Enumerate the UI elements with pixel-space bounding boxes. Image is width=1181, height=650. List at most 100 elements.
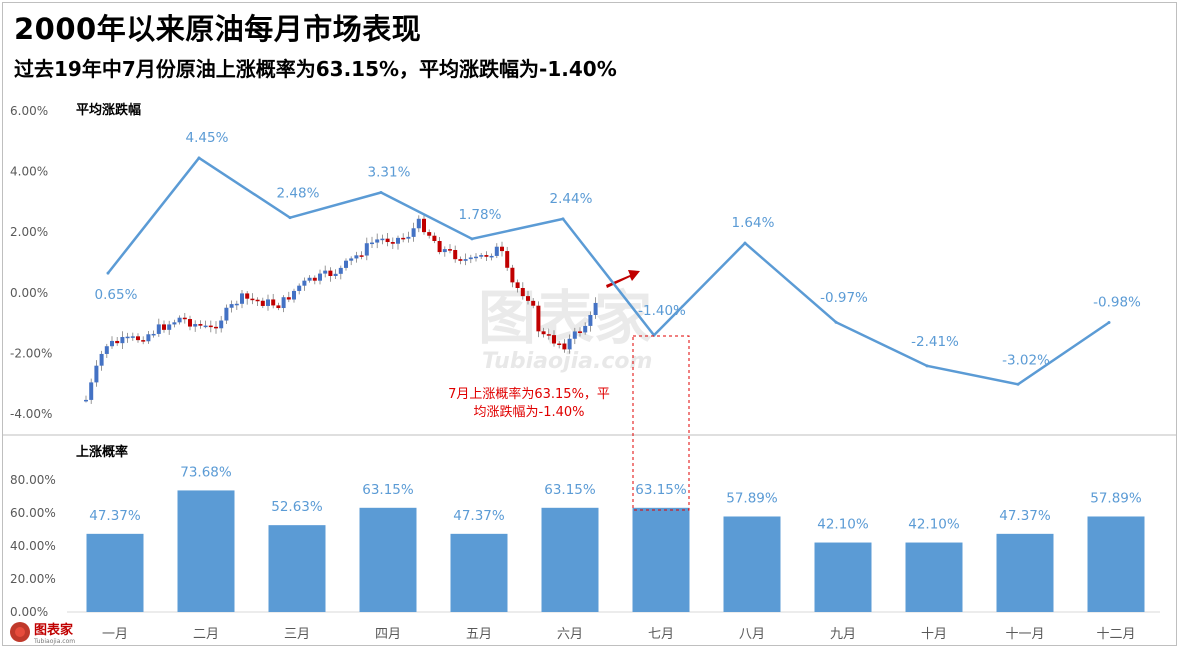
candle-body [120, 337, 125, 344]
y-tick-label: 40.00% [10, 539, 56, 553]
avg-change-label: 1.64% [732, 215, 775, 231]
page-title: 2000年以来原油每月市场表现 [14, 12, 422, 46]
candle-body [448, 249, 452, 251]
candle-body [250, 298, 255, 301]
candle-body [240, 293, 244, 304]
month-tick-label: 一月 [102, 627, 128, 642]
line-panel-label: 平均涨跌幅 [76, 102, 141, 118]
avg-change-label: 3.31% [368, 165, 411, 181]
line-y-axis: 6.00% 4.00% 2.00% 0.00% -2.00% -4.00% [10, 104, 52, 421]
candle-body [125, 336, 130, 339]
watermark-subtext: Tubiaojia.com [482, 349, 652, 374]
y-tick-label: 0.00% [10, 286, 48, 300]
candle-body [312, 277, 317, 281]
candle-body [99, 353, 104, 366]
candle-body [146, 334, 151, 342]
candle-body [323, 270, 328, 274]
page-subtitle: 过去19年中7月份原油上涨概率为63.15%，平均涨跌幅为-1.40% [14, 57, 617, 81]
candle-body [276, 305, 281, 309]
avg-change-point [106, 271, 110, 275]
rise-probability-bar [177, 490, 235, 612]
avg-change-label: 2.48% [277, 186, 320, 202]
candle-body [401, 237, 406, 240]
candle-body [328, 270, 333, 276]
candle-body [318, 273, 322, 281]
avg-change-label: 1.78% [459, 207, 502, 223]
candle-body [406, 236, 411, 239]
brand-logo: 图表家 Tubiaojia.com [6, 619, 106, 645]
candle-body [177, 317, 182, 323]
watermark: 图表家 Tubiaojia.com [478, 284, 652, 374]
candle-body [281, 297, 286, 309]
july-highlight-box [632, 335, 690, 511]
candle-body [266, 299, 270, 306]
rise-probability-label: 57.89% [726, 490, 778, 506]
month-tick-label: 十二月 [1096, 627, 1135, 642]
candle-body [172, 322, 177, 325]
month-tick-label: 四月 [375, 627, 401, 642]
candle-body [567, 338, 572, 350]
rise-probability-bar [268, 525, 326, 612]
july-annotation-line-1: 7月上涨概率为63.15%，平 [448, 386, 610, 402]
candle-body [583, 325, 588, 333]
avg-change-point [743, 241, 747, 245]
candle-body [136, 336, 140, 341]
candle-body [546, 334, 551, 336]
candle-body [526, 296, 530, 301]
rise-probability-label: 42.10% [817, 517, 869, 533]
watermark-text: 图表家 [478, 284, 652, 352]
month-tick-label: 九月 [830, 627, 856, 642]
rise-probability-bars [86, 490, 1145, 612]
candle-body [354, 255, 359, 259]
candle-body [422, 218, 426, 233]
avg-change-label: -0.97% [820, 290, 868, 306]
candle-body [94, 365, 99, 383]
candle-body [562, 343, 567, 350]
candle-body [333, 273, 338, 276]
avg-change-label: -2.41% [911, 334, 959, 350]
candle-body [380, 238, 385, 241]
avg-change-point [1107, 320, 1111, 324]
candle-body [271, 299, 276, 306]
rise-probability-bar [632, 507, 690, 612]
month-tick-label: 十月 [921, 627, 947, 642]
candle-body [193, 324, 198, 327]
candle-body [458, 259, 463, 261]
rise-probability-bar [996, 533, 1054, 612]
candle-body [536, 305, 541, 332]
candle-body [541, 331, 546, 335]
rise-probability-label: 47.37% [453, 508, 505, 524]
candle-body [390, 242, 395, 244]
candle-body [432, 235, 437, 241]
rise-probability-bar [359, 507, 417, 612]
candle-body [572, 331, 577, 339]
candle-body [297, 285, 302, 291]
rise-probability-bar [86, 533, 144, 612]
bar-panel-label: 上涨概率 [76, 444, 128, 460]
month-tick-label: 五月 [466, 627, 492, 642]
candle-body [286, 297, 291, 300]
avg-change-point [925, 364, 929, 368]
candle-body [292, 290, 296, 300]
candle-body [198, 324, 203, 326]
month-axis: 一月 二月 三月 四月 五月 六月 七月 八月 九月 十月 十一月 十二月 [102, 627, 1136, 642]
candlestick-decoration [84, 214, 598, 404]
rise-probability-label: 52.63% [271, 499, 323, 515]
candle-body [427, 232, 432, 236]
avg-change-point [1016, 382, 1020, 386]
candle-body [188, 319, 192, 327]
y-tick-label: -4.00% [10, 407, 52, 421]
avg-change-label: -0.98% [1093, 294, 1141, 310]
candle-body [364, 243, 369, 256]
rise-probability-label: 47.37% [999, 508, 1051, 524]
avg-change-point [197, 156, 201, 160]
candle-body [84, 399, 88, 402]
candle-body [416, 218, 421, 229]
month-tick-label: 三月 [284, 627, 310, 642]
avg-change-label: -3.02% [1002, 352, 1050, 368]
candle-body [219, 320, 224, 329]
rise-probability-label: 63.15% [635, 482, 687, 498]
candle-body [437, 240, 442, 253]
rise-probability-labels: 47.37% 73.68% 52.63% 63.15% 47.37% 63.15% 63.1… [89, 464, 1142, 532]
